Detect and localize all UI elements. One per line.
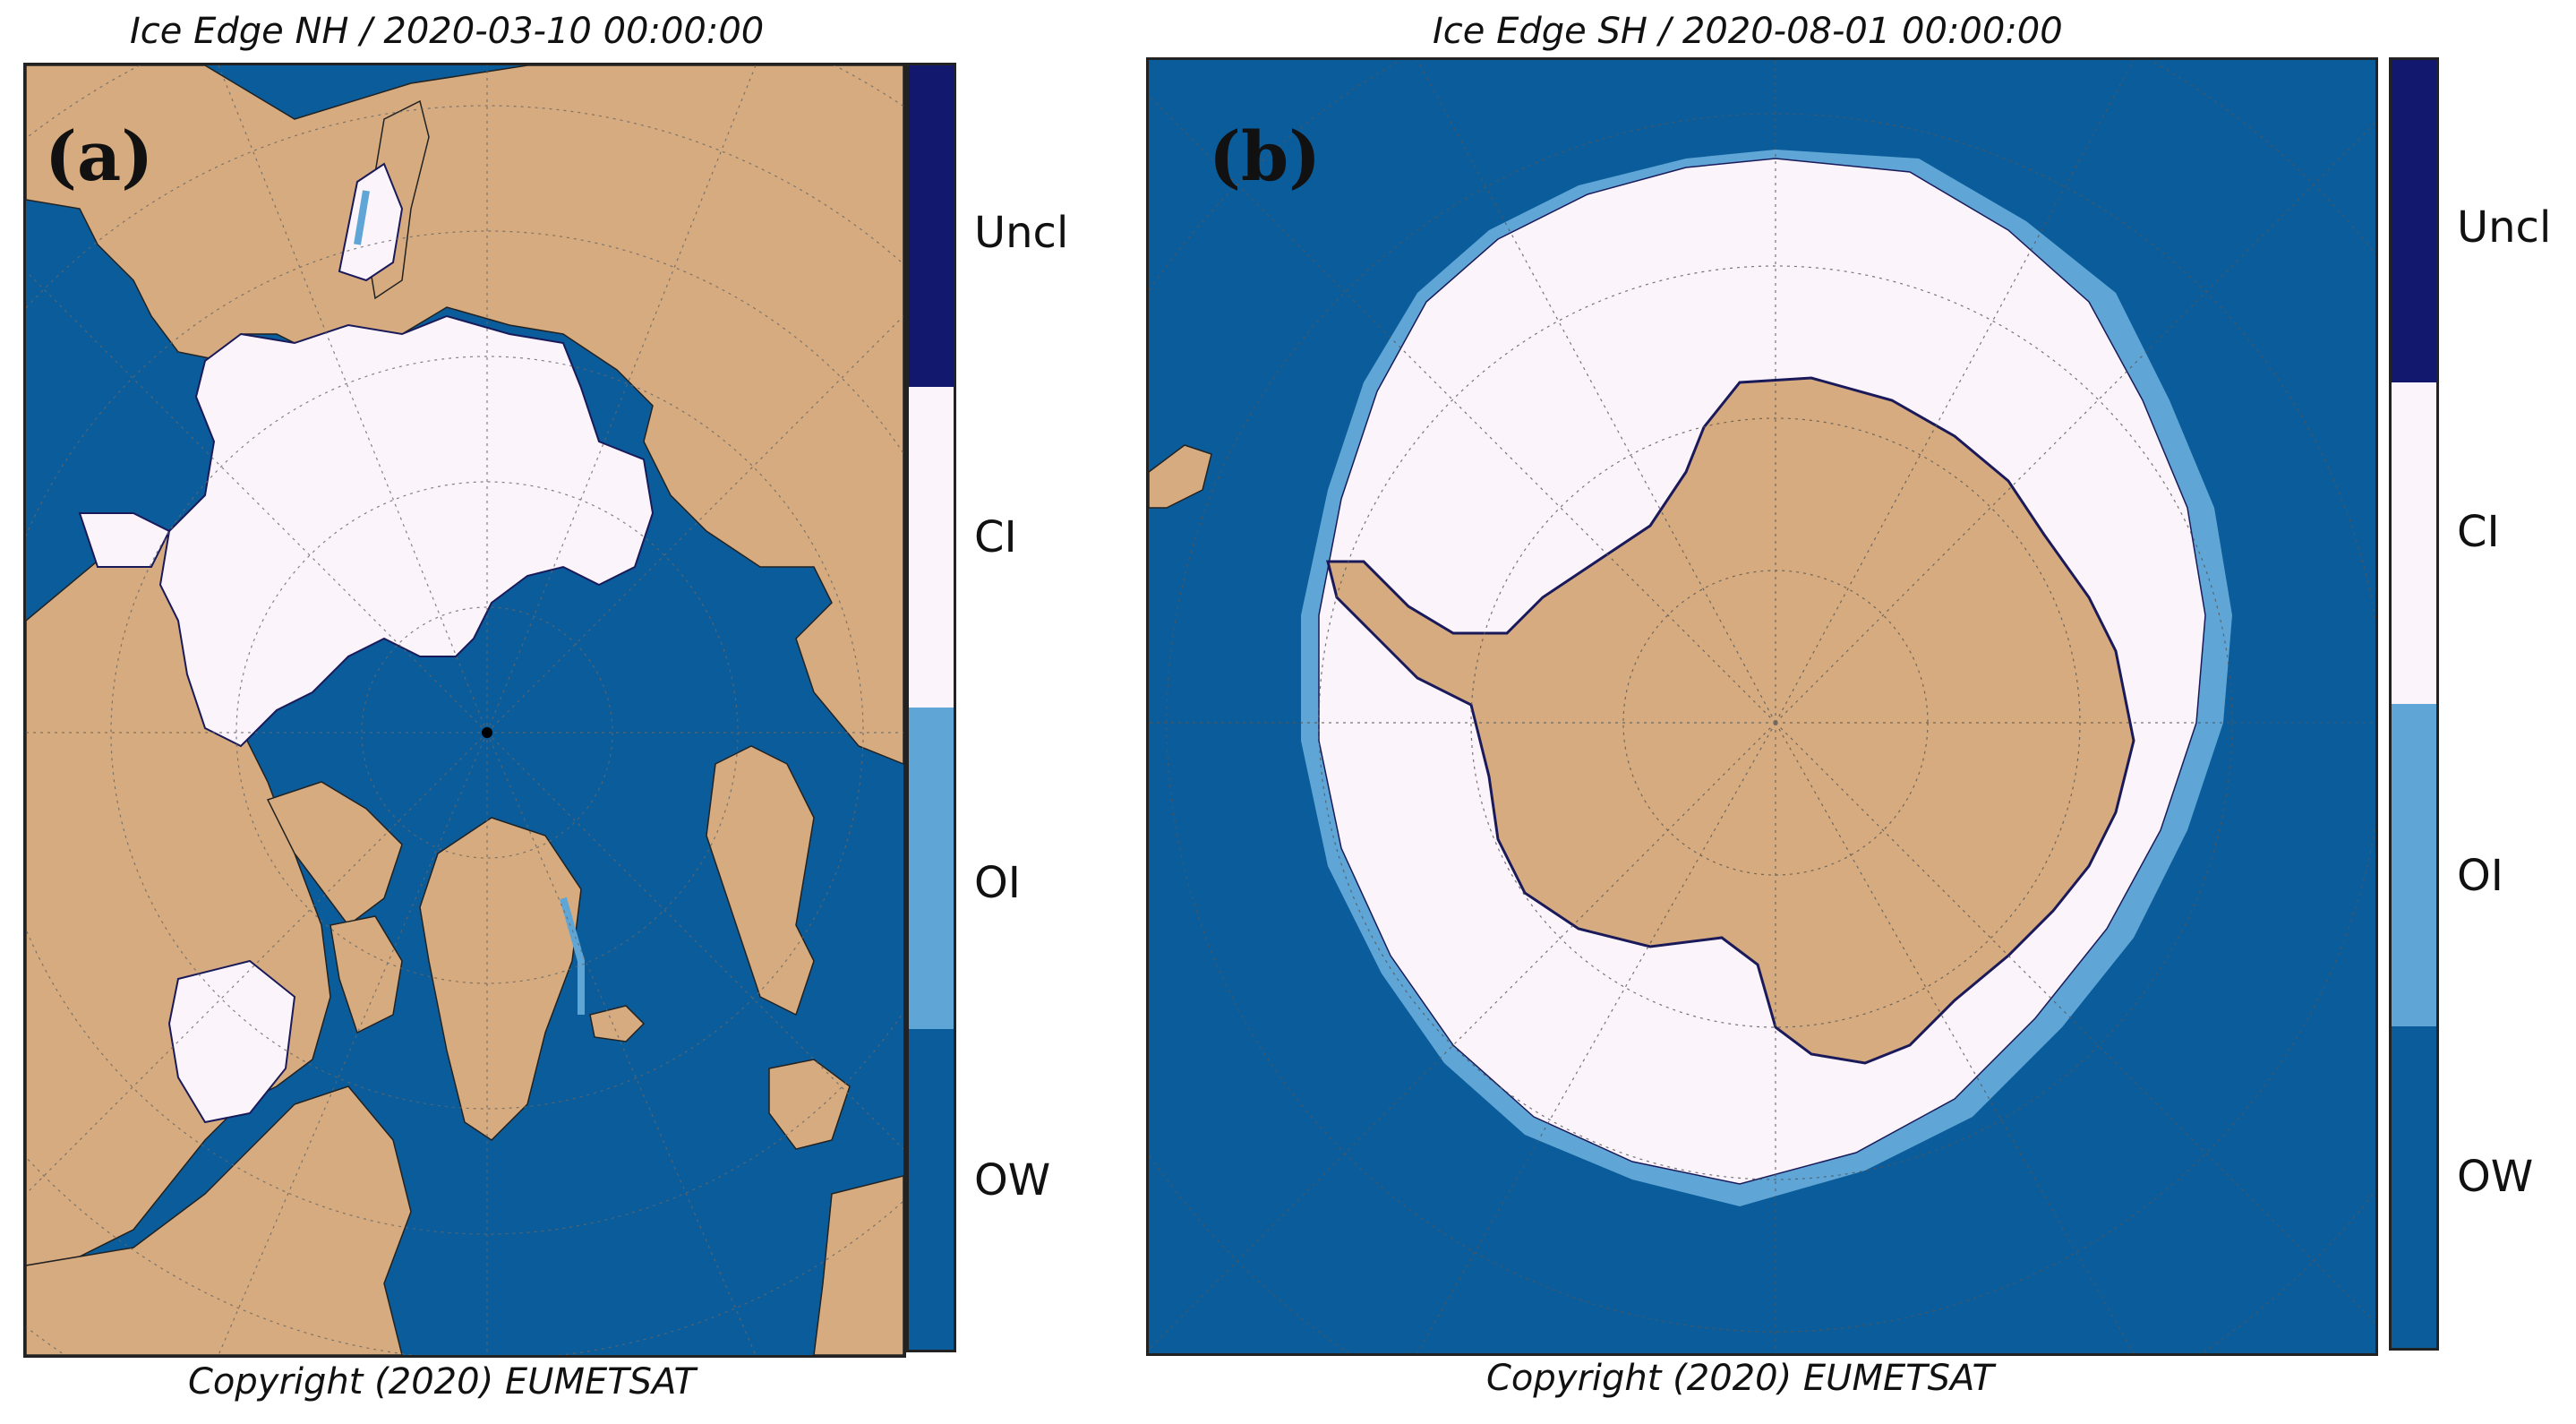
iceland-land	[589, 1005, 646, 1042]
cbar-uncl	[909, 65, 954, 387]
okhotsk-ice	[338, 162, 404, 282]
hudson-bay-ice	[167, 959, 296, 1124]
panel-a-colorbar	[906, 63, 956, 1352]
cbar-a-label-ow: OW	[974, 1155, 1051, 1205]
cbar-b-uncl	[2392, 60, 2436, 382]
eurasia-land	[26, 65, 903, 765]
cbar-a-label-oi: OI	[974, 858, 1021, 908]
sh-ice-map	[1149, 60, 2375, 1353]
cbar-a-label-ci: CI	[974, 512, 1017, 562]
nh-ice-map	[26, 65, 903, 1355]
panel-a-copyright: Copyright (2020) EUMETSAT	[188, 1361, 696, 1403]
cbar-b-label-ow: OW	[2457, 1152, 2534, 1202]
panel-b-map	[1146, 57, 2378, 1356]
cbar-b-ow	[2392, 1025, 2436, 1348]
panel-b-colorbar	[2389, 57, 2439, 1351]
cbar-ci	[909, 386, 954, 708]
panel-b-title: Ice Edge SH / 2020-08-01 00:00:00	[1433, 11, 2063, 52]
scandinavia-land	[706, 745, 815, 1017]
cbar-b-label-ci: CI	[2457, 507, 2500, 557]
open-ice-fringe	[560, 896, 585, 1015]
panel-a-map	[23, 63, 906, 1358]
panel-a-title: Ice Edge NH / 2020-03-10 00:00:00	[130, 11, 765, 52]
panel-a-label: (a)	[45, 116, 154, 196]
antarctica-land	[1326, 376, 2135, 1065]
panel-b-copyright: Copyright (2020) EUMETSAT	[1486, 1358, 1994, 1399]
archipelago-land	[266, 781, 403, 927]
north-pole-marker	[482, 727, 492, 738]
cbar-b-ci	[2392, 382, 2436, 704]
panel-b-label: (b)	[1209, 116, 1322, 196]
cbar-b-label-uncl: Uncl	[2457, 202, 2552, 253]
cbar-b-oi	[2392, 704, 2436, 1026]
cbar-b-label-oi: OI	[2457, 851, 2503, 901]
south-america-tip	[1149, 444, 1212, 509]
cbar-ow	[909, 1028, 954, 1350]
cbar-a-label-uncl: Uncl	[974, 208, 1069, 258]
sh-graticule	[1149, 60, 2375, 1353]
greenland-land	[419, 817, 582, 1141]
labrador-land	[26, 1085, 412, 1355]
graticule	[26, 65, 903, 1355]
cbar-oi	[909, 708, 954, 1029]
